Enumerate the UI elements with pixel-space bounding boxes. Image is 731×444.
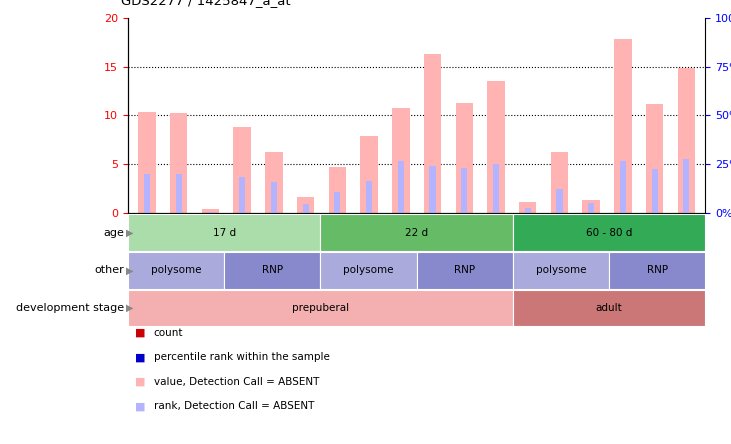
Text: development stage: development stage [16, 303, 124, 313]
Bar [430, 166, 436, 213]
Bar [270, 182, 277, 213]
Text: GDS2277 / 1425847_a_at: GDS2277 / 1425847_a_at [121, 0, 290, 7]
Bar [398, 161, 404, 213]
Text: polysome: polysome [151, 266, 201, 275]
Text: age: age [103, 228, 124, 238]
Bar [297, 198, 314, 213]
Bar [170, 112, 187, 213]
Bar [583, 200, 600, 213]
Text: ▶: ▶ [126, 228, 133, 238]
Bar [320, 252, 417, 289]
Bar [224, 252, 320, 289]
Bar [525, 208, 531, 213]
Text: ■: ■ [135, 328, 145, 338]
Text: ■: ■ [135, 377, 145, 387]
Text: RNP: RNP [454, 266, 475, 275]
Text: percentile rank within the sample: percentile rank within the sample [154, 353, 330, 362]
Bar [175, 174, 182, 213]
Text: rank, Detection Call = ABSENT: rank, Detection Call = ABSENT [154, 401, 314, 411]
Bar [320, 214, 513, 251]
Bar [265, 151, 283, 213]
Bar [488, 81, 504, 213]
Bar [519, 202, 537, 213]
Bar [424, 54, 442, 213]
Bar [303, 204, 308, 213]
Bar [239, 177, 245, 213]
Bar [620, 161, 626, 213]
Bar [233, 127, 251, 213]
Bar [360, 136, 378, 213]
Bar [513, 290, 705, 326]
Text: ▶: ▶ [126, 266, 133, 275]
Bar [128, 252, 224, 289]
Bar [128, 214, 320, 251]
Bar [513, 252, 609, 289]
Bar [202, 209, 219, 213]
Bar [651, 169, 658, 213]
Bar [609, 252, 705, 289]
Text: RNP: RNP [647, 266, 668, 275]
Text: ■: ■ [135, 401, 145, 411]
Text: RNP: RNP [262, 266, 283, 275]
Bar [513, 214, 705, 251]
Bar [556, 189, 563, 213]
Text: 17 d: 17 d [213, 228, 235, 238]
Bar [417, 252, 513, 289]
Bar [455, 103, 473, 213]
Bar [493, 164, 499, 213]
Bar [144, 174, 150, 213]
Bar [646, 104, 663, 213]
Text: ■: ■ [135, 353, 145, 362]
Bar [461, 168, 467, 213]
Bar [329, 167, 346, 213]
Text: 60 - 80 d: 60 - 80 d [586, 228, 632, 238]
Bar [683, 159, 689, 213]
Bar [392, 107, 409, 213]
Text: polysome: polysome [344, 266, 394, 275]
Bar [678, 67, 695, 213]
Bar [588, 203, 594, 213]
Text: polysome: polysome [536, 266, 586, 275]
Bar [550, 151, 568, 213]
Text: other: other [94, 266, 124, 275]
Text: 22 d: 22 d [405, 228, 428, 238]
Text: adult: adult [596, 303, 623, 313]
Bar [128, 290, 513, 326]
Text: ▶: ▶ [126, 303, 133, 313]
Bar [614, 39, 632, 213]
Bar [334, 192, 341, 213]
Text: count: count [154, 328, 183, 338]
Bar [138, 111, 156, 213]
Text: value, Detection Call = ABSENT: value, Detection Call = ABSENT [154, 377, 319, 387]
Bar [208, 212, 213, 213]
Bar [366, 181, 372, 213]
Text: prepuberal: prepuberal [292, 303, 349, 313]
